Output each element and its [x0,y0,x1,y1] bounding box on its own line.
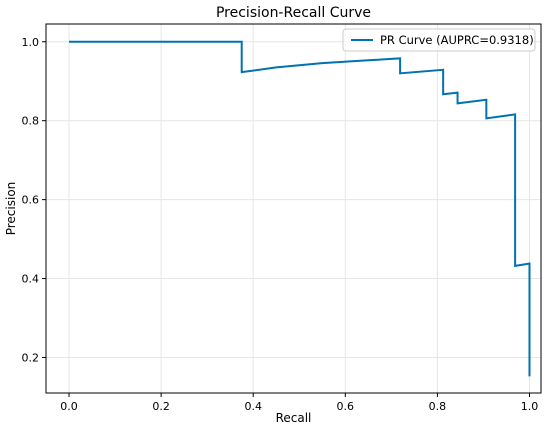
x-axis-label: Recall [276,411,312,425]
x-tick-label: 0.0 [60,400,78,413]
y-tick-label: 0.8 [22,115,40,128]
y-tick-label: 0.6 [22,194,40,207]
x-tick-label: 0.2 [152,400,170,413]
grid-layer [46,24,541,393]
y-tick-label: 1.0 [22,36,40,49]
legend: PR Curve (AUPRC=0.9318) [342,28,536,52]
x-tick-label: 0.4 [244,400,262,413]
chart-title: Precision-Recall Curve [216,5,371,21]
y-tick-label: 0.2 [22,351,40,364]
legend-label: PR Curve (AUPRC=0.9318) [380,33,534,47]
y-axis-label: Precision [4,182,18,236]
legend-box [342,28,536,52]
series-line [69,40,531,377]
y-tick-label: 0.4 [22,273,40,286]
x-tick-label: 1.0 [521,400,539,413]
series-layer [69,40,531,377]
x-tick-label: 0.6 [337,400,355,413]
x-tick-label: 0.8 [429,400,447,413]
tick-layer: 0.0 0.2 0.4 0.6 0.8 1.0 0.2 0.4 0.6 0.8 1.0 [22,36,539,413]
plot-frame [45,23,542,394]
